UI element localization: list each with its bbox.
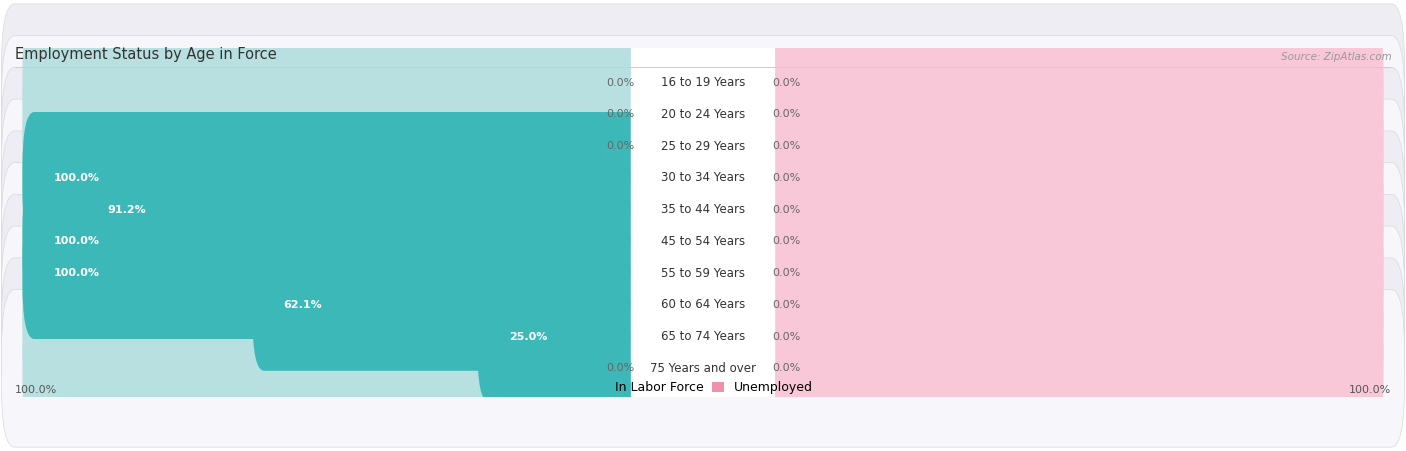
FancyBboxPatch shape	[631, 138, 775, 282]
Text: 0.0%: 0.0%	[606, 110, 634, 120]
Text: 0.0%: 0.0%	[772, 173, 800, 183]
FancyBboxPatch shape	[1, 36, 1405, 193]
Text: 100.0%: 100.0%	[53, 236, 100, 246]
FancyBboxPatch shape	[477, 271, 652, 402]
Text: 0.0%: 0.0%	[772, 110, 800, 120]
FancyBboxPatch shape	[631, 42, 775, 187]
FancyBboxPatch shape	[1, 163, 1405, 320]
FancyBboxPatch shape	[22, 112, 652, 244]
FancyBboxPatch shape	[754, 144, 1384, 276]
FancyBboxPatch shape	[631, 201, 775, 345]
Text: 100.0%: 100.0%	[14, 385, 56, 396]
Text: 100.0%: 100.0%	[53, 268, 100, 278]
Text: 0.0%: 0.0%	[772, 268, 800, 278]
FancyBboxPatch shape	[754, 175, 1384, 307]
Text: 0.0%: 0.0%	[772, 141, 800, 151]
FancyBboxPatch shape	[754, 17, 1384, 148]
FancyBboxPatch shape	[76, 144, 652, 276]
FancyBboxPatch shape	[22, 271, 652, 402]
FancyBboxPatch shape	[1, 258, 1405, 415]
FancyBboxPatch shape	[1, 131, 1405, 288]
Text: 0.0%: 0.0%	[606, 364, 634, 373]
FancyBboxPatch shape	[631, 106, 775, 250]
FancyBboxPatch shape	[22, 175, 652, 307]
FancyBboxPatch shape	[22, 144, 652, 276]
FancyBboxPatch shape	[22, 239, 652, 371]
FancyBboxPatch shape	[22, 112, 652, 244]
Text: 0.0%: 0.0%	[772, 205, 800, 215]
Text: 91.2%: 91.2%	[107, 205, 146, 215]
FancyBboxPatch shape	[631, 74, 775, 218]
Legend: In Labor Force, Unemployed: In Labor Force, Unemployed	[593, 381, 813, 394]
Text: 0.0%: 0.0%	[606, 141, 634, 151]
FancyBboxPatch shape	[754, 207, 1384, 339]
Text: 25 to 29 Years: 25 to 29 Years	[661, 140, 745, 152]
FancyBboxPatch shape	[754, 271, 1384, 402]
Text: 0.0%: 0.0%	[772, 78, 800, 87]
Text: 30 to 34 Years: 30 to 34 Years	[661, 171, 745, 184]
FancyBboxPatch shape	[22, 80, 652, 212]
Text: 35 to 44 Years: 35 to 44 Years	[661, 203, 745, 216]
Text: 0.0%: 0.0%	[772, 331, 800, 342]
Text: 0.0%: 0.0%	[606, 78, 634, 87]
Text: 62.1%: 62.1%	[284, 300, 322, 310]
FancyBboxPatch shape	[1, 99, 1405, 257]
Text: 45 to 54 Years: 45 to 54 Years	[661, 235, 745, 248]
Text: 55 to 59 Years: 55 to 59 Years	[661, 267, 745, 280]
Text: 65 to 74 Years: 65 to 74 Years	[661, 330, 745, 343]
FancyBboxPatch shape	[754, 112, 1384, 244]
FancyBboxPatch shape	[631, 264, 775, 409]
FancyBboxPatch shape	[252, 239, 652, 371]
FancyBboxPatch shape	[22, 207, 652, 339]
Text: 20 to 24 Years: 20 to 24 Years	[661, 108, 745, 121]
Text: 100.0%: 100.0%	[1350, 385, 1392, 396]
Text: 0.0%: 0.0%	[772, 236, 800, 246]
FancyBboxPatch shape	[1, 226, 1405, 384]
FancyBboxPatch shape	[1, 290, 1405, 447]
FancyBboxPatch shape	[631, 10, 775, 155]
FancyBboxPatch shape	[754, 80, 1384, 212]
FancyBboxPatch shape	[1, 67, 1405, 225]
FancyBboxPatch shape	[1, 4, 1405, 161]
FancyBboxPatch shape	[754, 49, 1384, 180]
Text: 25.0%: 25.0%	[509, 331, 547, 342]
FancyBboxPatch shape	[631, 233, 775, 377]
Text: 16 to 19 Years: 16 to 19 Years	[661, 76, 745, 89]
FancyBboxPatch shape	[22, 17, 652, 148]
Text: Employment Status by Age in Force: Employment Status by Age in Force	[14, 47, 277, 62]
FancyBboxPatch shape	[22, 49, 652, 180]
Text: Source: ZipAtlas.com: Source: ZipAtlas.com	[1281, 52, 1392, 62]
FancyBboxPatch shape	[22, 303, 652, 434]
FancyBboxPatch shape	[22, 175, 652, 307]
Text: 60 to 64 Years: 60 to 64 Years	[661, 299, 745, 311]
FancyBboxPatch shape	[1, 194, 1405, 352]
Text: 0.0%: 0.0%	[772, 300, 800, 310]
FancyBboxPatch shape	[22, 207, 652, 339]
Text: 75 Years and over: 75 Years and over	[650, 362, 756, 375]
Text: 0.0%: 0.0%	[772, 364, 800, 373]
FancyBboxPatch shape	[754, 239, 1384, 371]
FancyBboxPatch shape	[631, 169, 775, 313]
FancyBboxPatch shape	[754, 303, 1384, 434]
FancyBboxPatch shape	[631, 296, 775, 441]
Text: 100.0%: 100.0%	[53, 173, 100, 183]
